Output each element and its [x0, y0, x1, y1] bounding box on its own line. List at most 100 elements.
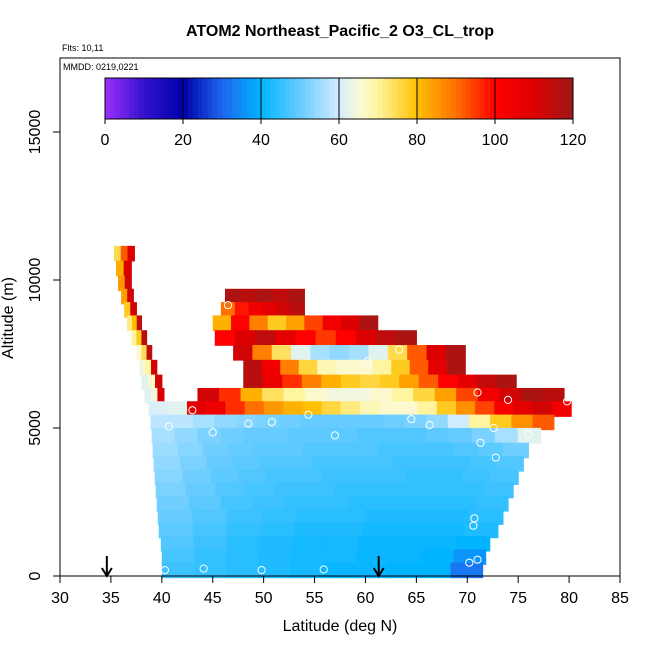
track-marker	[563, 397, 572, 406]
curtain-cell	[275, 330, 296, 346]
curtain-cells	[113, 245, 572, 579]
curtain-cell	[388, 549, 422, 565]
colorbar-segment	[217, 78, 223, 119]
curtain-cell	[462, 469, 491, 485]
curtain-cell	[292, 535, 326, 552]
curtain-cell	[130, 302, 137, 318]
curtain-cell	[127, 315, 133, 332]
track-marker	[244, 419, 253, 428]
track-marker	[473, 555, 482, 564]
colorbar-segment	[139, 78, 145, 119]
track-marker	[160, 566, 169, 575]
curtain-cell	[398, 401, 419, 417]
curtain-cell	[391, 387, 414, 404]
curtain-cell	[449, 427, 473, 444]
colorbar-segment	[378, 78, 384, 119]
colorbar-segment	[446, 78, 452, 119]
curtain-cell	[188, 495, 222, 512]
curtain-cell	[295, 330, 317, 346]
curtain-cell	[282, 374, 303, 391]
curtain-cell	[267, 315, 287, 332]
curtain-cell	[285, 456, 313, 472]
track-marker	[164, 422, 173, 431]
colorbar: 0 20 40 60 80 100 120	[101, 77, 587, 149]
curtain-cell	[360, 374, 381, 391]
x-tick-label: 65	[407, 590, 425, 607]
curtain-cell	[180, 456, 208, 472]
curtain-cell	[354, 359, 374, 376]
colorbar-segment	[426, 78, 433, 119]
curtain-cell	[136, 345, 143, 361]
curtain-cell	[185, 482, 216, 499]
curtain-cell	[157, 509, 193, 525]
curtain-cell	[274, 482, 306, 499]
colorbar-segment	[392, 78, 399, 119]
curtain-cell	[187, 401, 207, 417]
colorbar-segment	[114, 78, 121, 119]
curtain-cell	[406, 469, 435, 485]
curtain-cell	[380, 427, 404, 444]
curtain-cell	[403, 442, 429, 459]
curtain-cell	[160, 535, 195, 552]
curtain-cell	[444, 495, 477, 512]
colorbar-segment	[324, 78, 330, 119]
colorbar-segment	[475, 78, 481, 119]
curtain-cell	[418, 562, 452, 579]
colorbar-segment	[251, 78, 257, 119]
curtain-cell	[384, 414, 406, 431]
track-marker	[489, 423, 498, 433]
mmdd-label: MMDD: 0219,0221	[63, 62, 139, 72]
colorbar-segment	[470, 78, 477, 119]
colorbar-segment	[285, 78, 291, 119]
curtain-cell	[376, 330, 397, 346]
curtain-cell	[256, 288, 274, 305]
curtain-cell	[463, 522, 499, 539]
colorbar-segment	[519, 78, 525, 119]
curtain-cell	[259, 456, 287, 472]
curtain-cell	[330, 509, 366, 525]
curtain-cell	[263, 401, 284, 417]
curtain-cell	[258, 562, 291, 579]
curtain-cell	[490, 414, 512, 431]
curtain-cell	[157, 387, 165, 404]
colorbar-segment	[417, 78, 423, 119]
curtain-cell	[364, 509, 400, 525]
x-tick-label: 85	[611, 590, 629, 607]
curtain-cell	[148, 401, 169, 417]
curtain-cell	[393, 482, 425, 499]
curtain-cell	[288, 288, 305, 305]
curtain-cell	[391, 456, 419, 472]
curtain-cell	[146, 345, 153, 361]
colorbar-tick-label: 120	[560, 132, 587, 149]
colorbar-segment	[241, 78, 247, 119]
curtain-cell	[226, 549, 260, 565]
curtain-cell	[490, 469, 519, 485]
colorbar-segment	[460, 78, 467, 119]
x-tick-label: 75	[509, 590, 527, 607]
colorbar-segment	[290, 78, 296, 119]
curtain-cell	[423, 535, 458, 552]
curtain-cell	[219, 387, 242, 404]
colorbar-segment	[178, 78, 184, 119]
colorbar-segment	[256, 78, 262, 119]
curtain-cell	[174, 427, 198, 444]
curtain-cell	[262, 302, 278, 318]
curtain-cell	[412, 495, 445, 512]
curtain-cell	[455, 401, 476, 417]
curtain-cell	[249, 315, 269, 332]
curtain-cell	[277, 442, 304, 459]
colorbar-segment	[280, 78, 286, 119]
curtain-cell	[340, 374, 361, 391]
curtain-cell	[520, 387, 544, 404]
track-marker	[470, 514, 479, 523]
curtain-cell	[252, 495, 286, 512]
curtain-cell	[305, 387, 328, 404]
colorbar-segment	[353, 78, 360, 119]
curtain-cell	[161, 549, 195, 565]
curtain-cell	[341, 414, 364, 431]
curtain-cell	[517, 427, 542, 444]
curtain-cell	[413, 387, 436, 404]
colorbar-segment	[368, 78, 374, 119]
curtain-cell	[214, 330, 236, 346]
colorbar-segment	[207, 78, 213, 119]
